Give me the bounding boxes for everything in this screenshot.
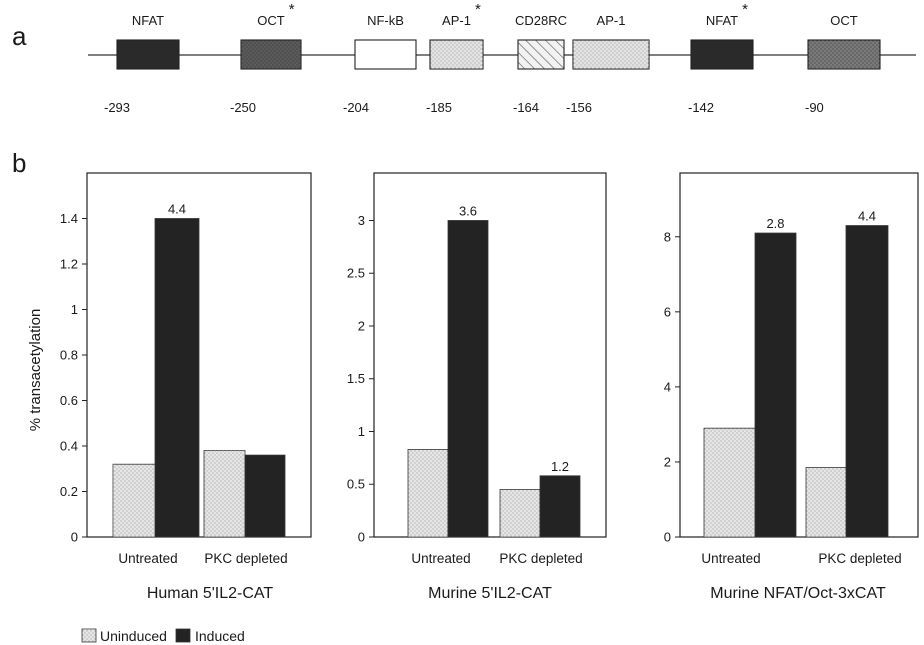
element-position: -204	[343, 100, 369, 115]
y-tick-label: 0.2	[60, 484, 78, 499]
chart-2: 0 0.5 1 1.5 2 2.5 3 3.6 Untreated 1.2 PKC depleted…	[347, 172, 607, 602]
y-tick-label: 0.6	[60, 393, 78, 408]
significance-star: *	[289, 1, 295, 18]
category-label: Untreated	[118, 551, 177, 566]
y-tick-label: 0	[664, 530, 671, 545]
y-tick-label: 2	[358, 318, 365, 333]
promoter-element: NFAT * -142	[688, 1, 754, 115]
promoter-element: NF-kB -204	[343, 13, 417, 115]
legend-label: Induced	[195, 628, 245, 644]
element-box	[690, 39, 754, 70]
element-name: OCT	[257, 13, 285, 28]
element-texture	[808, 40, 880, 69]
significance-star: *	[742, 1, 748, 18]
chart-title: Human 5'IL2-CAT	[147, 585, 274, 602]
element-texture	[430, 40, 483, 69]
data-label: 2.8	[766, 216, 784, 231]
bar-texture	[806, 467, 847, 537]
category-label: Untreated	[411, 551, 470, 566]
y-tick-label: 4	[664, 379, 671, 394]
y-tick-label: 1	[358, 424, 365, 439]
data-label: 4.4	[168, 202, 186, 217]
element-position: -156	[566, 100, 592, 115]
panel-label-a: a	[12, 21, 27, 51]
y-tick-label: 1.5	[347, 371, 365, 386]
bar-texture	[500, 489, 540, 537]
y-tick-label: 3	[358, 213, 365, 228]
legend-item-induced: Induced	[175, 628, 245, 644]
bar-induced	[845, 225, 889, 538]
plot-frame	[679, 172, 919, 538]
promoter-element: OCT -90	[805, 13, 881, 115]
element-position: -164	[513, 100, 539, 115]
y-tick-label: 1.2	[60, 257, 78, 272]
y-tick-label: 2.5	[347, 266, 365, 281]
bar-induced	[539, 475, 581, 538]
promoter-element: AP-1 * -185	[426, 1, 484, 115]
element-name: OCT	[830, 13, 858, 28]
y-tick-label: 1.4	[60, 211, 78, 226]
chart-3: 0 2 4 6 8 2.8 Untreated 4.4 PKC depleted Murine N…	[664, 172, 919, 602]
panel-label-b: b	[12, 148, 26, 178]
element-box	[517, 39, 565, 70]
y-tick-label: 0.8	[60, 348, 78, 363]
promoter-map: NFAT -293 OCT * -250 NF-kB -204 AP-1 * -185 CD28RC…	[88, 1, 916, 115]
chart-title: Murine NFAT/Oct-3xCAT	[710, 585, 886, 602]
element-name: CD28RC	[515, 13, 567, 28]
bar-induced	[244, 454, 286, 538]
legend: Uninduced Induced	[81, 628, 245, 644]
element-position: -142	[688, 100, 714, 115]
bar-induced	[754, 232, 797, 538]
bar-induced	[447, 220, 489, 538]
y-axis-label: % transacetylation	[27, 309, 44, 432]
category-label: PKC depleted	[818, 551, 901, 566]
element-position: -250	[230, 100, 256, 115]
element-name: NF-kB	[367, 13, 404, 28]
y-tick-label: 0	[71, 530, 78, 545]
y-tick-label: 6	[664, 304, 671, 319]
category-label: PKC depleted	[204, 551, 287, 566]
element-box	[116, 39, 180, 70]
element-name: AP-1	[442, 13, 471, 28]
bar-texture	[704, 428, 755, 537]
promoter-element: AP-1 -156	[566, 13, 650, 115]
data-label: 1.2	[551, 459, 569, 474]
element-name: NFAT	[132, 13, 164, 28]
category-label: PKC depleted	[499, 551, 582, 566]
legend-swatch	[175, 628, 191, 643]
y-tick-label: 1	[71, 302, 78, 317]
bar-charts: 0 0.2 0.4 0.6 0.8 1 1.2 1.4 4.4 Untreated PKC depl…	[60, 172, 919, 602]
y-tick-label: 8	[664, 229, 671, 244]
element-position: -90	[805, 100, 824, 115]
promoter-element: CD28RC -164	[513, 13, 567, 115]
element-position: -293	[104, 100, 130, 115]
element-name: NFAT	[706, 13, 738, 28]
data-label: 3.6	[459, 203, 477, 218]
chart-1: 0 0.2 0.4 0.6 0.8 1 1.2 1.4 4.4 Untreated PKC depl…	[60, 172, 312, 602]
significance-star: *	[475, 1, 481, 18]
y-tick-label: 0.4	[60, 439, 78, 454]
bar-texture	[408, 449, 448, 537]
legend-label: Uninduced	[100, 628, 167, 644]
bar-texture	[204, 450, 245, 537]
category-label: Untreated	[701, 551, 760, 566]
y-tick-label: 2	[664, 454, 671, 469]
element-position: -185	[426, 100, 452, 115]
promoter-element: OCT * -250	[230, 1, 302, 115]
chart-title: Murine 5'IL2-CAT	[428, 585, 552, 602]
plot-frame	[373, 172, 607, 538]
y-tick-label: 0	[358, 530, 365, 545]
element-texture	[573, 40, 649, 69]
promoter-element: NFAT -293	[104, 13, 180, 115]
legend-item-uninduced: Uninduced	[81, 628, 167, 644]
element-box	[354, 39, 417, 70]
legend-swatch-texture	[82, 629, 96, 642]
bar-induced	[154, 218, 200, 538]
bar-texture	[113, 464, 156, 537]
data-label: 4.4	[858, 209, 876, 224]
element-name: AP-1	[597, 13, 626, 28]
element-texture	[241, 40, 301, 69]
y-tick-label: 0.5	[347, 477, 365, 492]
